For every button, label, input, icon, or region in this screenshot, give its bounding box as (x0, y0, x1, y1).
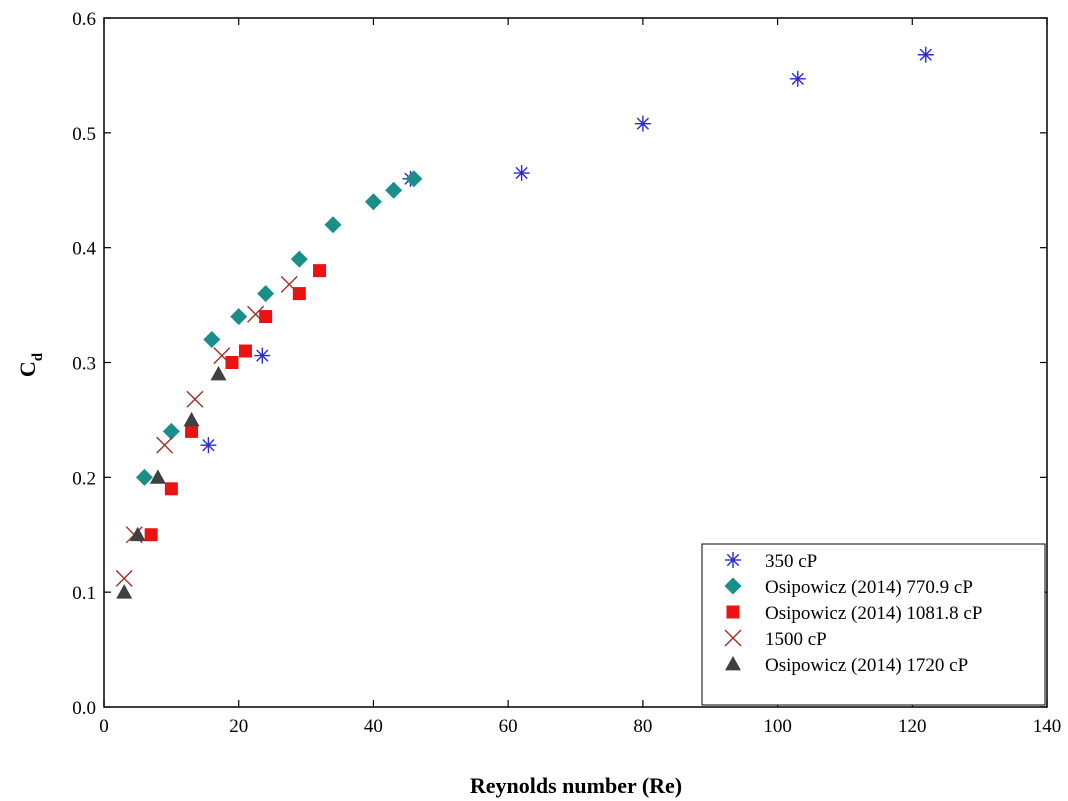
x-tick-label: 100 (763, 716, 792, 737)
legend: 350 cP Osipowicz (2014) 770.9 cP Osipowicz… (701, 543, 1046, 706)
data-point-square (313, 264, 327, 278)
legend-marker-diamond (724, 577, 742, 595)
data-point-square (164, 482, 178, 496)
x-axis-title: Reynolds number (Re) (470, 773, 682, 798)
data-point-triangle (183, 411, 200, 427)
x-tick-label: 80 (633, 716, 652, 737)
data-point-diamond (230, 308, 248, 326)
legend-marker-square (726, 605, 740, 619)
legend-label: Osipowicz (2014) 1081.8 cP (765, 603, 982, 624)
y-tick-label: 0.3 (72, 354, 96, 375)
data-point-diamond (385, 181, 403, 199)
legend-marker-cross (724, 629, 742, 647)
data-point-diamond (405, 170, 423, 188)
y-axis-title-subscript: d (30, 352, 46, 361)
x-tick-label: 140 (1033, 716, 1062, 737)
x-tick-label: 20 (229, 716, 248, 737)
legend-box (701, 543, 1046, 706)
svg-text:Cd: Cd (15, 352, 46, 377)
data-point-diamond (290, 250, 308, 268)
data-point-asterisk (513, 165, 530, 182)
data-point-triangle (210, 365, 227, 381)
y-axis-title-group: Cd (15, 352, 46, 377)
data-point-asterisk (634, 115, 651, 132)
data-point-asterisk (917, 46, 934, 63)
data-point-diamond (324, 216, 342, 234)
data-point-cross (186, 390, 204, 408)
data-point-cross (280, 275, 298, 293)
data-point-asterisk (789, 70, 806, 87)
data-point-diamond (135, 468, 153, 486)
data-point-square (238, 344, 252, 358)
data-point-cross (115, 569, 133, 587)
x-tick-label: 120 (898, 716, 927, 737)
data-point-triangle (116, 584, 133, 599)
data-point-cross (213, 347, 231, 365)
legend-label: Osipowicz (2014) 770.9 cP (765, 577, 973, 598)
y-tick-label: 0.0 (72, 698, 96, 719)
y-tick-label: 0.1 (72, 583, 96, 604)
legend-marker-asterisk (725, 552, 741, 568)
x-tick-label: 60 (499, 716, 518, 737)
data-point-square (225, 356, 239, 369)
plot-area-frame (103, 17, 1048, 708)
data-point-diamond (364, 193, 382, 211)
data-point-triangle (149, 469, 166, 484)
y-tick-label: 0.2 (72, 468, 96, 489)
data-point-square (144, 528, 158, 542)
legend-marker-triangle (725, 656, 741, 671)
data-point-asterisk (254, 347, 271, 364)
data-point-square (259, 310, 273, 324)
data-point-asterisk (200, 437, 217, 454)
legend-label: Osipowicz (2014) 1720 cP (765, 655, 968, 676)
data-point-square (185, 424, 199, 438)
x-tick-label: 40 (364, 716, 383, 737)
legend-label: 1500 cP (765, 629, 827, 650)
data-point-cross (247, 305, 265, 323)
y-tick-label: 0.6 (72, 9, 96, 30)
y-tick-label: 0.4 (72, 239, 96, 260)
axis-ticks: 0 20 40 60 80 100 120 140 0.0 0.1 0.2 0.3 0.4 0.5 0.6 (72, 9, 1061, 737)
data-points (115, 46, 934, 599)
data-point-diamond (203, 331, 221, 349)
x-tick-label: 0 (99, 716, 109, 737)
y-axis-title: C (15, 361, 40, 377)
legend-label: 350 cP (765, 551, 817, 572)
data-point-diamond (257, 285, 275, 303)
data-point-cross (156, 436, 174, 454)
y-tick-label: 0.5 (72, 124, 96, 145)
data-point-diamond (162, 422, 180, 440)
data-point-triangle (129, 526, 146, 542)
